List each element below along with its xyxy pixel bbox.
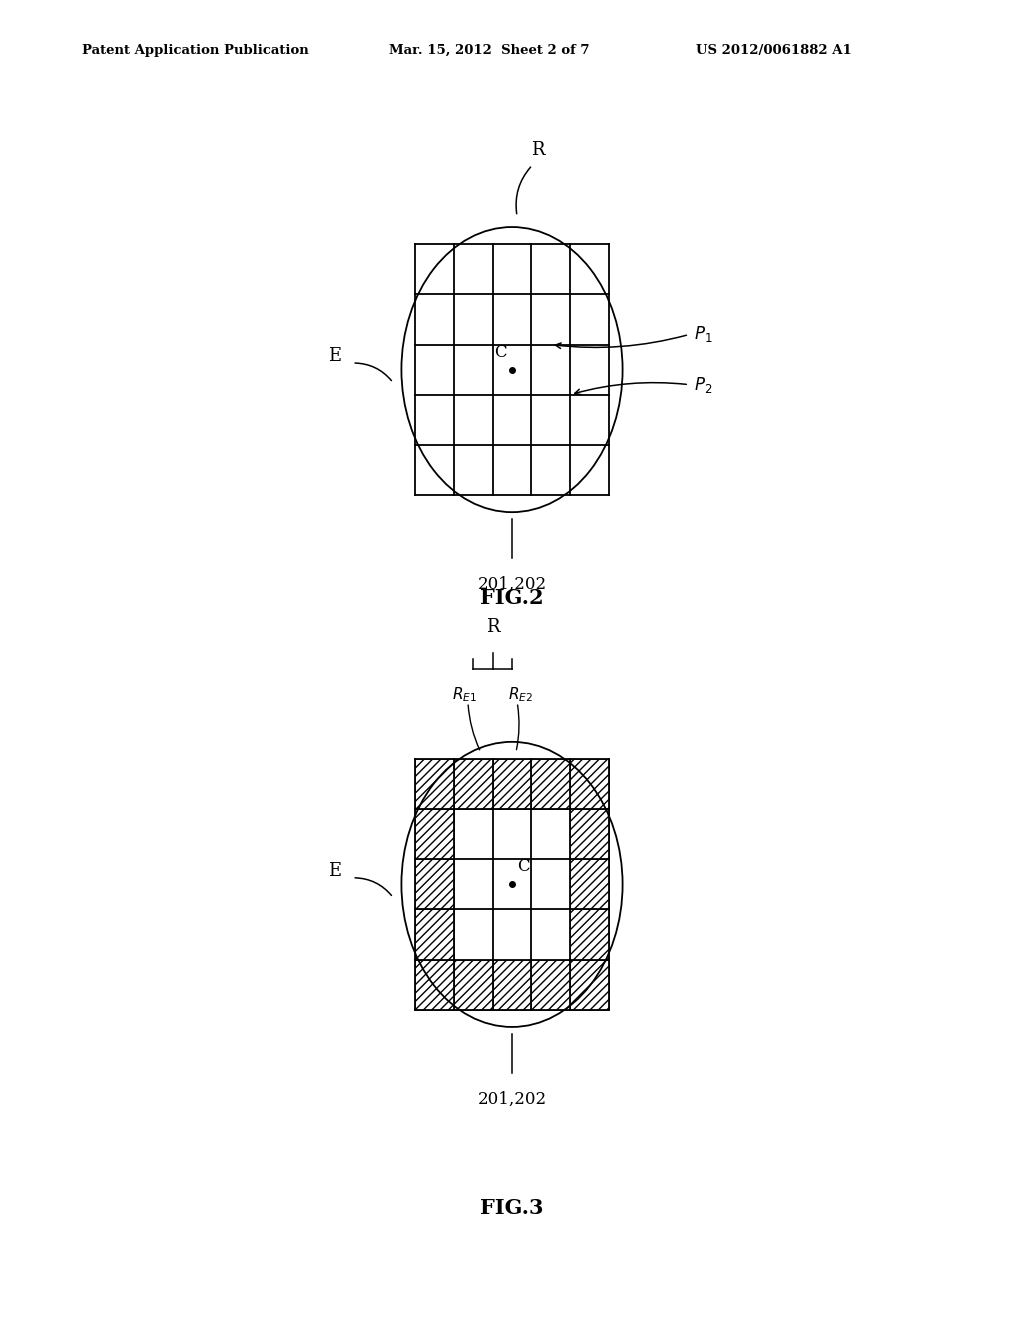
Text: $P_2$: $P_2$ [694,375,713,395]
Bar [531,960,570,1010]
Bar [415,960,454,1010]
Text: Mar. 15, 2012  Sheet 2 of 7: Mar. 15, 2012 Sheet 2 of 7 [389,44,590,57]
Text: US 2012/0061882 A1: US 2012/0061882 A1 [696,44,852,57]
Text: $P_1$: $P_1$ [694,325,713,345]
Bar [415,809,454,859]
Text: E: E [329,862,341,880]
Text: 201,202: 201,202 [477,1092,547,1107]
Text: Patent Application Publication: Patent Application Publication [82,44,308,57]
Bar [415,859,454,909]
Bar [454,960,493,1010]
Bar [570,759,609,809]
Text: C: C [517,858,530,875]
Text: R: R [485,618,500,636]
Bar [570,960,609,1010]
FancyArrowPatch shape [355,363,391,380]
Text: E: E [329,347,341,366]
Bar [454,759,493,809]
Text: R: R [530,141,545,160]
Bar [415,759,454,809]
Bar [415,909,454,960]
FancyArrowPatch shape [355,878,391,895]
Bar [493,759,531,809]
FancyArrowPatch shape [516,168,530,214]
Bar [493,960,531,1010]
Bar [570,909,609,960]
Text: $R_{E1}$: $R_{E1}$ [453,685,477,704]
Text: FIG.3: FIG.3 [480,1197,544,1218]
Bar [570,859,609,909]
Bar [531,759,570,809]
Text: C: C [494,343,507,360]
Bar [570,809,609,859]
Text: 201,202: 201,202 [477,577,547,593]
Text: $R_{E2}$: $R_{E2}$ [508,685,532,704]
Text: FIG.2: FIG.2 [480,587,544,609]
